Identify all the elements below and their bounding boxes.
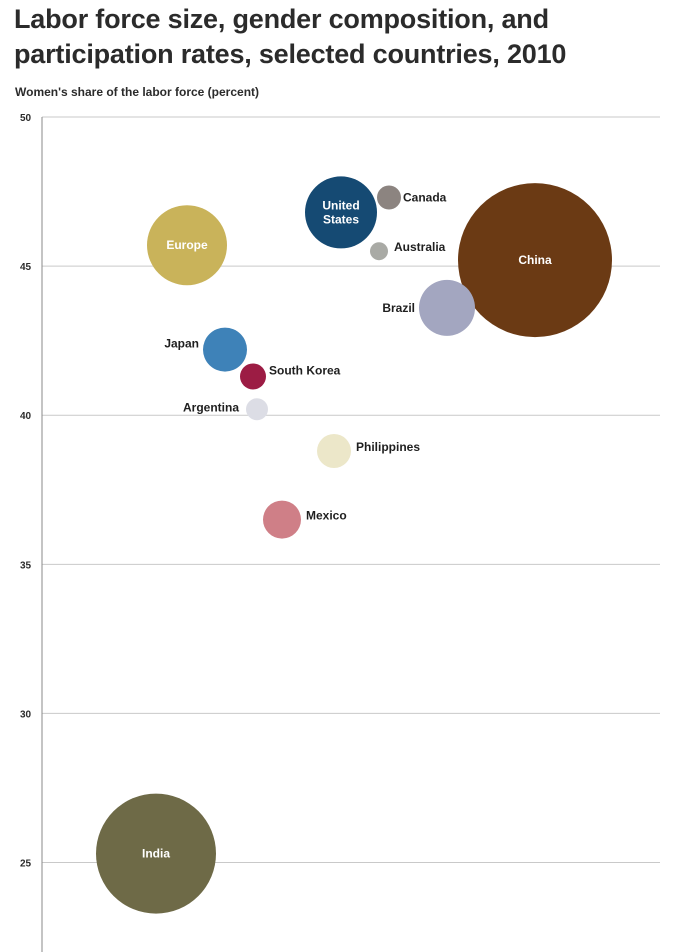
bubble-label-brazil: Brazil <box>382 301 415 315</box>
y-axis-label: Women's share of the labor force (percen… <box>15 85 260 99</box>
bubble-label-canada: Canada <box>403 191 447 205</box>
bubble-label-south-korea: South Korea <box>269 363 341 377</box>
bubble-label-philippines: Philippines <box>356 440 420 454</box>
bubble-label-mexico: Mexico <box>306 509 347 523</box>
bubble-argentina <box>246 398 268 421</box>
bubble-south-korea <box>240 363 266 390</box>
bubble-united-states <box>305 176 377 249</box>
y-tick-label: 45 <box>20 262 32 273</box>
bubble-canada <box>377 185 401 210</box>
bubble-europe <box>147 205 227 286</box>
y-tick-label: 50 <box>20 113 32 124</box>
bubbles <box>96 176 612 914</box>
bubble-label-japan: Japan <box>164 337 199 351</box>
bubble-philippines <box>317 434 351 468</box>
y-tick-label: 35 <box>20 560 32 571</box>
y-tick-label: 40 <box>20 411 32 422</box>
bubble-labels: Europe United States Canada Australia China Br… <box>142 191 552 861</box>
y-tick-label: 30 <box>20 709 32 720</box>
bubble-label-india: India <box>142 847 170 861</box>
bubble-label-argentina: Argentina <box>183 400 239 414</box>
bubble-japan <box>203 327 247 372</box>
y-axis: 50 45 40 35 30 25 <box>20 113 43 952</box>
y-tick-label: 25 <box>20 859 32 870</box>
bubble-india <box>96 793 216 914</box>
bubble-label-australia: Australia <box>394 240 446 254</box>
bubble-label-europe: Europe <box>166 238 208 252</box>
bubble-label-china: China <box>518 253 552 267</box>
bubble-brazil <box>419 279 475 336</box>
bubble-australia <box>370 242 388 261</box>
bubble-mexico <box>263 500 301 539</box>
bubble-china <box>458 183 612 338</box>
chart-title: Labor force size, gender composition, an… <box>14 4 567 69</box>
bubble-label-united-states: United States <box>322 198 359 226</box>
